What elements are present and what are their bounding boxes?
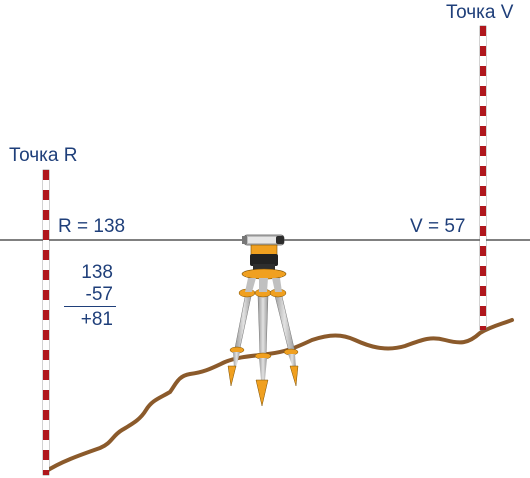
- level-instrument-tripod: [227, 234, 299, 407]
- calc-minuend: 138: [81, 262, 113, 283]
- calc-subtrahend: -57: [85, 284, 113, 305]
- ground-profile: [43, 318, 514, 474]
- calc-result: +81: [80, 309, 113, 330]
- leveling-rod-v: [479, 25, 487, 331]
- calc-divider: [64, 306, 116, 307]
- v-reading: V = 57: [410, 216, 466, 237]
- r-reading: R = 138: [58, 216, 126, 237]
- leveling-rod-r: [42, 169, 50, 476]
- point-r-label: Точка R: [9, 145, 78, 166]
- point-v-label: Точка V: [446, 2, 514, 23]
